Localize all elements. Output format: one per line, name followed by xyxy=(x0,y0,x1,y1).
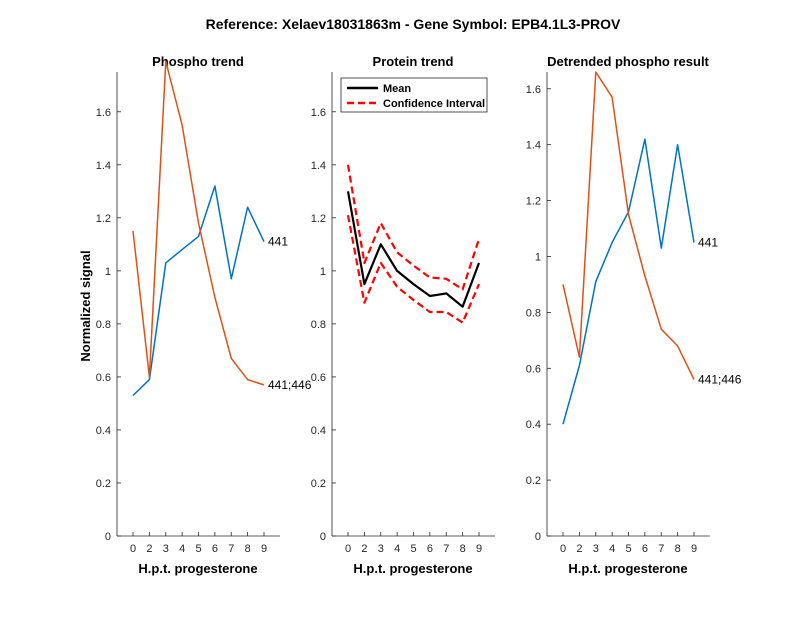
protein-series-mean-line xyxy=(346,191,481,308)
phospho-series-end-label: 441 xyxy=(268,235,288,249)
phospho-y-tick-label: 1 xyxy=(105,266,111,278)
detrended-phospho-title: Detrended phospho result xyxy=(547,54,709,69)
detrended-series-end-label: 441 xyxy=(698,236,718,250)
protein-y-tick-label: 0 xyxy=(320,531,326,543)
detrended-y-tick-label: 0.6 xyxy=(526,363,541,375)
phospho-y-tick-label: 1.4 xyxy=(96,160,111,172)
phospho-x-tick-label: 7 xyxy=(228,543,234,555)
phospho-series-end-label: 441;446 xyxy=(268,378,312,392)
protein-y-tick-label: 1.2 xyxy=(311,213,326,225)
phospho-series-441-line xyxy=(132,185,265,397)
detrended-y-tick-label: 1.6 xyxy=(526,84,541,96)
phospho-trend-xlabel: H.p.t. progesterone xyxy=(138,561,257,576)
phospho-x-tick-label: 2 xyxy=(146,543,152,555)
phospho-x-tick-label: 5 xyxy=(195,543,201,555)
detrended-y-tick-label: 0.4 xyxy=(526,419,541,431)
detrended-x-tick-label: 4 xyxy=(609,543,615,555)
legend-mean-label: Mean xyxy=(383,83,411,95)
protein-x-tick-label: 6 xyxy=(427,543,433,555)
protein-x-tick-label: 3 xyxy=(378,543,384,555)
protein-y-tick-label: 1.4 xyxy=(311,160,326,172)
protein-x-tick-label: 9 xyxy=(476,543,482,555)
phospho-y-tick-label: 0.4 xyxy=(96,425,111,437)
detrended-y-tick-label: 1.2 xyxy=(526,196,541,208)
protein-y-tick-label: 1.6 xyxy=(311,107,326,119)
detrended-x-tick-label: 8 xyxy=(675,543,681,555)
detrended-y-tick-label: 0 xyxy=(535,531,541,543)
phospho-x-tick-label: 4 xyxy=(179,543,185,555)
detrended-y-tick-label: 1 xyxy=(535,251,541,263)
phospho-y-tick-label: 0.6 xyxy=(96,372,111,384)
protein-trend-title: Protein trend xyxy=(373,54,454,69)
detrended-y-tick-label: 0.8 xyxy=(526,307,541,319)
phospho-y-tick-label: 0 xyxy=(105,531,111,543)
phospho-y-tick-label: 0.8 xyxy=(96,319,111,331)
protein-y-tick-label: 0.2 xyxy=(311,478,326,490)
protein-x-tick-label: 5 xyxy=(410,543,416,555)
protein-y-tick-label: 0.4 xyxy=(311,425,326,437)
protein-x-tick-label: 7 xyxy=(443,543,449,555)
detrended-x-tick-label: 7 xyxy=(658,543,664,555)
phospho-x-tick-label: 9 xyxy=(261,543,267,555)
detrended-x-tick-label: 6 xyxy=(642,543,648,555)
detrended-x-tick-label: 0 xyxy=(560,543,566,555)
protein-trend-panel: Protein trend H.p.t. progesterone Mean C… xyxy=(311,54,495,576)
phospho-y-tick-label: 1.6 xyxy=(96,107,111,119)
detrended-series-end-label: 441;446 xyxy=(698,372,742,386)
detrended-series-441-line xyxy=(562,138,695,425)
detrended-x-tick-label: 5 xyxy=(625,543,631,555)
detrended-x-tick-label: 9 xyxy=(691,543,697,555)
detrended-y-tick-label: 0.2 xyxy=(526,475,541,487)
protein-y-tick-label: 0.6 xyxy=(311,372,326,384)
phospho-x-tick-label: 8 xyxy=(245,543,251,555)
protein-series-confidence-interval-upper-line xyxy=(346,164,481,291)
phospho-x-tick-label: 0 xyxy=(130,543,136,555)
phospho-trend-ylabel: Normalized signal xyxy=(78,250,93,361)
protein-x-tick-label: 4 xyxy=(394,543,400,555)
phospho-y-tick-label: 1.2 xyxy=(96,213,111,225)
protein-series-confidence-interval-lower-line xyxy=(346,214,481,324)
phospho-trend-panel: Phospho trend H.p.t. progesterone Normal… xyxy=(78,54,312,576)
protein-x-tick-label: 2 xyxy=(361,543,367,555)
phospho-series-441-446-line xyxy=(132,60,265,386)
detrended-phospho-xlabel: H.p.t. progesterone xyxy=(568,561,687,576)
legend-box xyxy=(340,77,488,113)
detrended-x-tick-label: 3 xyxy=(593,543,599,555)
detrended-x-tick-label: 2 xyxy=(576,543,582,555)
phospho-x-tick-label: 6 xyxy=(212,543,218,555)
phospho-x-tick-label: 3 xyxy=(163,543,169,555)
detrended-y-tick-label: 1.4 xyxy=(526,140,541,152)
protein-y-tick-label: 0.8 xyxy=(311,319,326,331)
protein-y-tick-label: 1 xyxy=(320,266,326,278)
protein-trend-legend: Mean Confidence Interval xyxy=(340,77,488,113)
detrended-series-441-446-line xyxy=(562,71,695,380)
phospho-y-tick-label: 0.2 xyxy=(96,478,111,490)
legend-ci-label: Confidence Interval xyxy=(383,98,485,110)
figure-title: Reference: Xelaev18031863m - Gene Symbol… xyxy=(206,16,621,32)
protein-x-tick-label: 0 xyxy=(345,543,351,555)
phospho-trend-title: Phospho trend xyxy=(152,54,244,69)
protein-trend-xlabel: H.p.t. progesterone xyxy=(353,561,472,576)
protein-x-tick-label: 8 xyxy=(460,543,466,555)
detrended-phospho-panel: Detrended phospho result H.p.t. progeste… xyxy=(526,54,742,576)
